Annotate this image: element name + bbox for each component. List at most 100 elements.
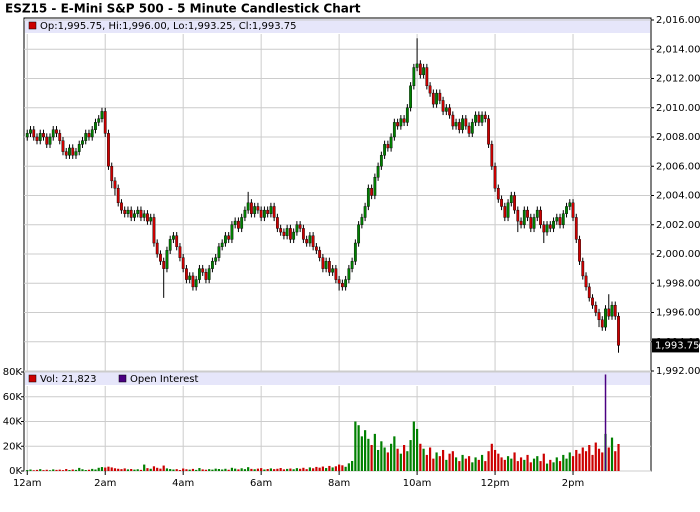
volume-bar (315, 466, 318, 471)
candle-body (604, 308, 607, 328)
y-tick-label: 60K (3, 392, 23, 403)
candle-body (263, 209, 266, 218)
candle-body (217, 246, 221, 258)
volume-bar (188, 469, 191, 471)
volume-bar (149, 468, 152, 471)
x-tick-label: 6am (250, 478, 272, 489)
candle-body (444, 107, 448, 112)
volume-bar (123, 468, 126, 471)
candle-body (513, 195, 516, 211)
last-price-box (652, 338, 699, 353)
candle-body (324, 261, 328, 269)
volume-bar (351, 460, 354, 471)
volume-bar (344, 466, 347, 471)
candle-body (370, 187, 374, 196)
volume-bar (594, 442, 597, 471)
volume-bar (480, 454, 484, 471)
candle-body (51, 129, 55, 138)
volume-bar (224, 468, 227, 471)
volume-bar (32, 470, 35, 471)
volume-bar (78, 467, 81, 471)
volume-bar (130, 469, 133, 471)
volume-bar (532, 458, 536, 471)
volume-bar (299, 468, 302, 471)
candle-body (178, 246, 182, 258)
volume-bar (263, 469, 266, 471)
volume-bar (393, 436, 396, 471)
candle-body (470, 122, 474, 134)
candle-body (288, 228, 292, 240)
candle-body (600, 319, 604, 328)
volume-bar (601, 452, 604, 471)
volume-bar (191, 468, 195, 471)
y-tick-label: 1,998.00 (656, 278, 700, 289)
volume-bar (552, 462, 555, 471)
candle-body (198, 268, 201, 280)
volume-bar (328, 465, 331, 471)
volume-bar (334, 466, 337, 471)
volume-bar (575, 449, 578, 471)
volume-bar (321, 466, 324, 471)
volume-bar (347, 463, 350, 471)
volume-bar (58, 469, 61, 471)
candle-body (383, 144, 387, 156)
volume-bar (45, 469, 48, 471)
candle-body (110, 166, 114, 182)
volume-bar (282, 469, 285, 471)
candle-body (431, 92, 435, 105)
volume-bar (201, 469, 204, 471)
volume-bar (549, 459, 552, 471)
candle-body (139, 209, 143, 218)
candle-body (435, 92, 438, 105)
candle-body (571, 202, 575, 218)
volume-bar (503, 459, 506, 471)
volume-bar (354, 421, 357, 471)
volume-bar (493, 449, 497, 471)
candle-body (292, 231, 296, 240)
candle-body (305, 239, 309, 244)
candle-body (107, 133, 110, 167)
candle-body (409, 85, 412, 108)
volume-bar (536, 456, 539, 471)
volume-bar (256, 468, 260, 471)
volume-bar (373, 433, 376, 471)
candle-body (493, 166, 497, 189)
candle-body (422, 67, 425, 76)
candle-body (120, 202, 123, 211)
volume-bar (156, 467, 159, 471)
volume-bar (588, 445, 591, 471)
y-tick-label: 2,014.00 (656, 44, 700, 55)
legend-band (25, 372, 650, 385)
volume-bar (545, 463, 549, 471)
candle-body (587, 286, 591, 299)
volume-bar (230, 467, 234, 471)
candle-body (87, 133, 91, 138)
volume-bar (104, 467, 107, 471)
x-tick-label: 12am (13, 478, 42, 489)
volume-bar (422, 448, 425, 471)
candle-body (522, 209, 526, 225)
candle-body (526, 209, 529, 218)
candle-body (373, 177, 377, 196)
candle-body (610, 304, 614, 317)
volume-bar (279, 468, 282, 471)
last-price-label: 1,993.75 (655, 340, 700, 351)
volume-bar (445, 459, 448, 471)
volume-bar (396, 448, 399, 471)
volume-bar (565, 458, 568, 471)
candle-body (113, 180, 117, 189)
legend-swatch (28, 21, 37, 30)
volume-bar (302, 467, 305, 471)
volume-bar (240, 468, 243, 471)
volume-bar (399, 453, 402, 471)
volume-bar (529, 462, 532, 471)
volume-bar (419, 443, 422, 471)
volume-bar (341, 465, 344, 471)
candle-body (64, 151, 68, 156)
volume-bar (65, 469, 68, 471)
volume-bar (227, 469, 230, 471)
volume-bar (555, 457, 558, 471)
candle-body (233, 220, 237, 225)
candle-body (201, 268, 205, 273)
